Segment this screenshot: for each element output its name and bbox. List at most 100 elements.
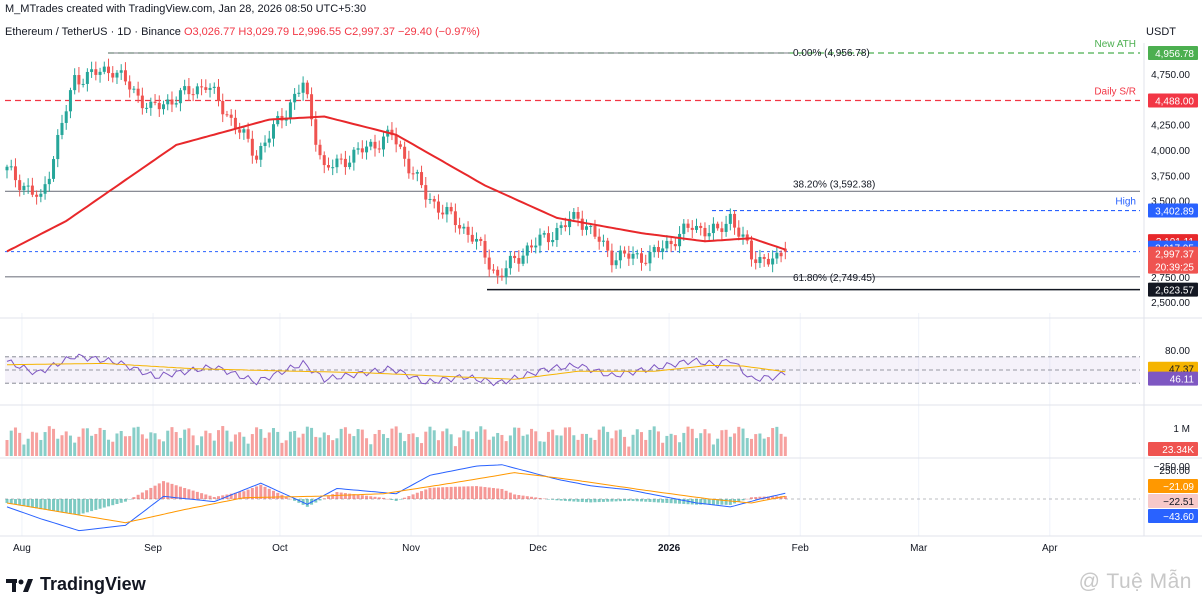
volume-bar xyxy=(652,426,656,456)
ema-line xyxy=(6,115,786,253)
volume-bar xyxy=(491,436,495,456)
candle-body xyxy=(47,178,51,185)
macd-histogram-bar xyxy=(386,498,390,500)
candle xyxy=(102,61,106,75)
volume-bar xyxy=(276,431,280,456)
tradingview-brand[interactable]: TradingView xyxy=(6,574,146,595)
candle-body xyxy=(623,250,627,254)
candle xyxy=(601,234,605,247)
candle-body xyxy=(779,252,783,257)
candle xyxy=(166,94,170,111)
volume-bar xyxy=(534,431,538,456)
volume-bar xyxy=(225,430,229,456)
candle xyxy=(35,190,39,205)
volume-bar xyxy=(635,429,639,456)
candle xyxy=(420,165,424,189)
candle xyxy=(449,202,453,215)
candle xyxy=(694,218,698,233)
candle xyxy=(398,140,402,150)
candle xyxy=(242,127,246,140)
macd-histogram-bar xyxy=(517,495,521,499)
candle xyxy=(204,79,208,93)
macd-histogram-bar xyxy=(162,481,166,499)
candle xyxy=(555,222,559,247)
macd-histogram-bar xyxy=(81,499,85,514)
macd-histogram-bar xyxy=(242,491,246,499)
volume-bar xyxy=(288,431,292,456)
volume-bar xyxy=(398,432,402,456)
candle xyxy=(9,159,13,171)
candle-body xyxy=(762,256,766,259)
candle-body xyxy=(111,73,115,78)
candle xyxy=(174,96,178,108)
macd-histogram-bar xyxy=(128,499,132,500)
volume-bar xyxy=(339,428,343,456)
high-price-tag: 3,402.89 xyxy=(1155,207,1194,218)
candle xyxy=(157,95,161,117)
macd-histogram-bar xyxy=(377,497,381,499)
candle-body xyxy=(669,240,673,245)
volume-bar xyxy=(766,437,770,456)
candle xyxy=(60,114,64,140)
macd-histogram-bar xyxy=(678,499,682,504)
ohlc-values: O3,026.77 H3,029.79 L2,996.55 C2,997.37 … xyxy=(183,26,480,38)
macd-tag: −43.60 xyxy=(1163,512,1194,523)
candle-body xyxy=(369,141,373,147)
candle xyxy=(153,94,157,106)
candle xyxy=(606,237,610,258)
volume-bar xyxy=(716,438,720,456)
macd-histogram-bar xyxy=(648,499,652,502)
volume-bar xyxy=(754,434,758,456)
candle-body xyxy=(162,104,166,110)
macd-histogram-bar xyxy=(132,497,136,499)
candle-body xyxy=(580,218,584,230)
macd-histogram-bar xyxy=(623,499,627,502)
macd-histogram-bar xyxy=(525,496,529,499)
candle-body xyxy=(195,86,199,95)
volume-bar xyxy=(191,435,195,456)
time-tick-label: Oct xyxy=(272,543,288,554)
candle-body xyxy=(754,259,758,264)
candle-body xyxy=(149,101,153,108)
candle xyxy=(542,230,546,238)
candle-body xyxy=(711,223,715,234)
volume-bar xyxy=(487,439,491,456)
rsi-ma-tag: 47.37 xyxy=(1169,365,1194,376)
candle-body xyxy=(720,228,724,232)
price-tick-label: 2,500.00 xyxy=(1151,298,1190,309)
macd-histogram-bar xyxy=(665,499,669,503)
candle-body xyxy=(98,71,102,75)
volume-bar xyxy=(284,440,288,456)
candle xyxy=(572,208,576,222)
candle-body xyxy=(771,258,775,265)
candle-body xyxy=(229,114,233,118)
candle-body xyxy=(538,234,542,246)
candle xyxy=(263,135,267,153)
candle xyxy=(297,84,301,97)
candle xyxy=(728,208,732,231)
chart-canvas[interactable]: 4,750.00 4,250.00 4,000.00 3,750.00 3,500.00… xyxy=(0,0,1202,560)
macd-histogram-bar xyxy=(513,494,517,499)
macd-histogram-bar xyxy=(568,499,572,502)
symbol-legend[interactable]: Ethereum / TetherUS · 1D · Binance O3,02… xyxy=(5,26,480,38)
macd-histogram-bar xyxy=(428,487,432,499)
macd-histogram-bar xyxy=(716,499,720,505)
currency-label[interactable]: USDT xyxy=(1146,26,1176,38)
macd-histogram-bar xyxy=(381,497,385,499)
macd-histogram-bar xyxy=(348,493,352,499)
macd-histogram-bar xyxy=(407,496,411,499)
candle xyxy=(445,202,449,223)
candle-body xyxy=(39,193,43,197)
macd-histogram-bar xyxy=(35,499,39,509)
candle-body xyxy=(635,253,639,255)
macd-histogram-bar xyxy=(246,489,250,499)
candle xyxy=(749,235,753,267)
volume-bar xyxy=(682,432,686,456)
candle-body xyxy=(107,66,111,74)
volume-bar xyxy=(238,432,242,456)
volume-bar xyxy=(56,438,60,456)
volume-bar xyxy=(551,429,555,456)
volume-bar xyxy=(348,433,352,456)
macd-histogram-bar xyxy=(145,490,149,499)
macd-histogram-bar xyxy=(60,499,64,513)
